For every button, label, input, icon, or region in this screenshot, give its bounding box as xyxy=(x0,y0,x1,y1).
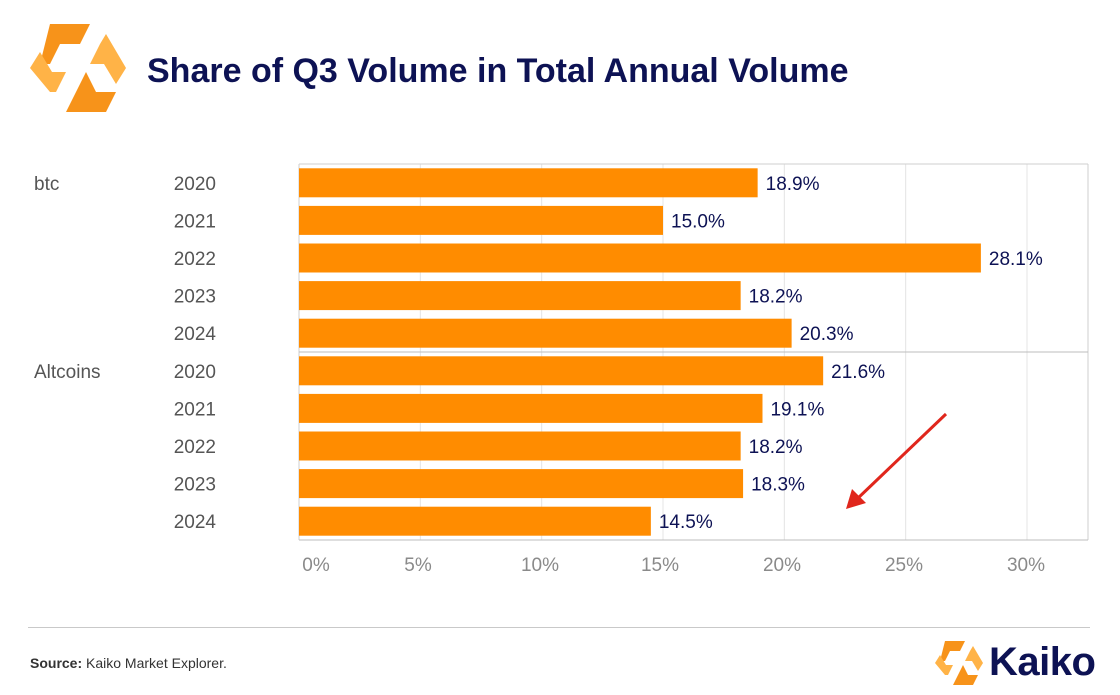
data-label: 15.0% xyxy=(671,211,725,232)
kaiko-brand-icon xyxy=(935,640,983,685)
category-label: 2020 xyxy=(174,362,216,383)
bar xyxy=(299,205,663,235)
data-label: 19.1% xyxy=(770,399,824,420)
bar xyxy=(299,318,792,348)
bar xyxy=(299,431,741,461)
x-tick-label: 25% xyxy=(885,555,923,576)
source-note: Source: Kaiko Market Explorer. xyxy=(30,655,227,671)
category-label: 2022 xyxy=(174,249,216,270)
bar-chart: 0% 5% 10% 15% 20% 25% 30% btc 2020 18.9% 2021 15.0%… xyxy=(34,163,1089,576)
brand-mark: Kaiko xyxy=(935,640,1096,685)
data-label: 28.1% xyxy=(989,249,1043,270)
x-tick-label: 10% xyxy=(521,555,559,576)
bar xyxy=(299,506,651,536)
x-tick-label: 15% xyxy=(641,555,679,576)
group-label: btc xyxy=(34,174,59,195)
bar xyxy=(299,281,741,311)
bar xyxy=(299,469,744,499)
x-tick-label: 0% xyxy=(302,555,330,576)
group-label: Altcoins xyxy=(34,362,101,383)
data-label: 18.3% xyxy=(751,475,805,496)
x-tick-label: 30% xyxy=(1007,555,1045,576)
bar xyxy=(299,168,758,198)
bar xyxy=(299,243,981,273)
category-label: 2020 xyxy=(174,174,216,195)
kaiko-logo-icon xyxy=(30,24,126,112)
category-label: 2021 xyxy=(174,211,216,232)
data-label: 20.3% xyxy=(800,324,854,345)
data-label: 18.2% xyxy=(749,287,803,308)
data-label: 18.2% xyxy=(749,437,803,458)
data-label: 18.9% xyxy=(766,174,820,195)
data-label: 21.6% xyxy=(831,362,885,383)
data-label: 14.5% xyxy=(659,512,713,533)
chart-title: Share of Q3 Volume in Total Annual Volum… xyxy=(147,52,849,90)
source-text: Kaiko Market Explorer. xyxy=(86,655,227,671)
category-label: 2024 xyxy=(174,324,217,345)
category-label: 2023 xyxy=(174,287,216,308)
footer-divider xyxy=(28,627,1090,628)
category-label: 2023 xyxy=(174,475,216,496)
bar xyxy=(299,393,763,423)
x-tick-label: 20% xyxy=(763,555,801,576)
category-label: 2021 xyxy=(174,399,216,420)
x-tick-label: 5% xyxy=(404,555,432,576)
bar xyxy=(299,356,824,386)
source-label: Source: xyxy=(30,655,83,671)
brand-name: Kaiko xyxy=(989,640,1096,684)
category-label: 2022 xyxy=(174,437,216,458)
category-label: 2024 xyxy=(174,512,217,533)
